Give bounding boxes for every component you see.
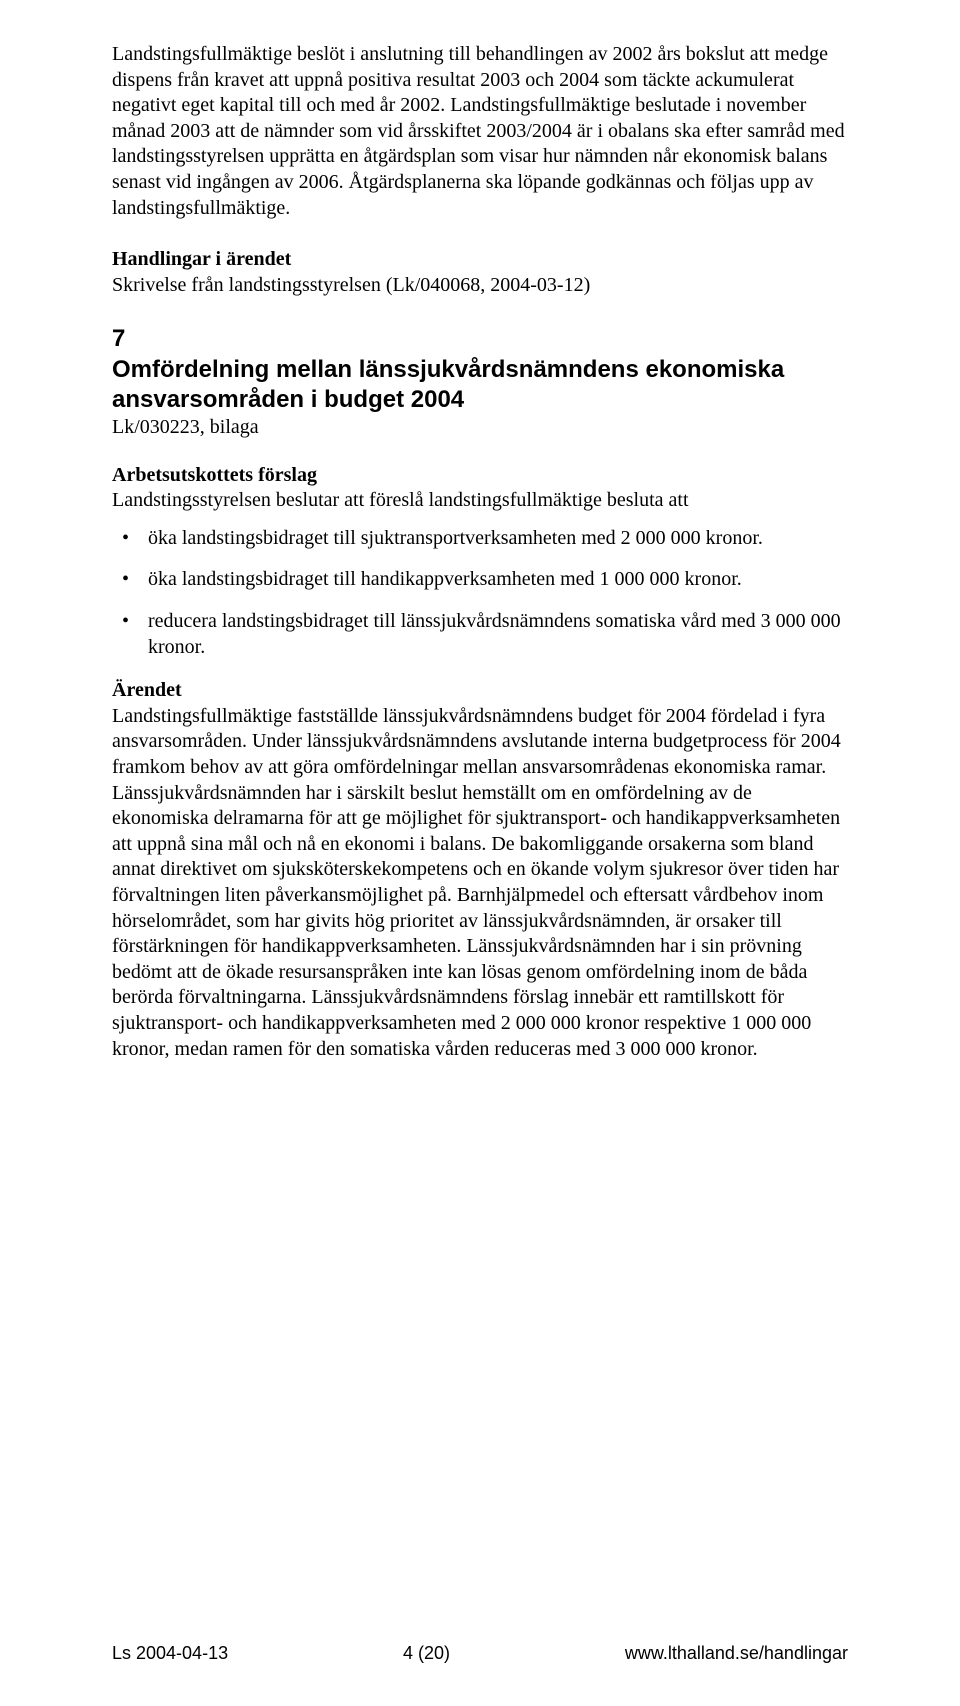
- list-item: reducera landstingsbidraget till länssju…: [112, 609, 848, 660]
- handlingar-block-1: Handlingar i ärendet Skrivelse från land…: [112, 247, 848, 298]
- footer-center: 4 (20): [403, 1643, 450, 1664]
- arendet-heading: Ärendet: [112, 678, 848, 704]
- arendet-body: Landstingsfullmäktige fastställde länssj…: [112, 704, 848, 1062]
- paragraph-intro: Landstingsfullmäktige beslöt i anslutnin…: [112, 42, 848, 221]
- bullet-list: öka landstingsbidraget till sjuktranspor…: [112, 526, 848, 660]
- handlingar-body: Skrivelse från landstingsstyrelsen (Lk/0…: [112, 273, 848, 299]
- au-body: Landstingsstyrelsen beslutar att föreslå…: [112, 488, 848, 514]
- footer-right: www.lthalland.se/handlingar: [625, 1643, 848, 1664]
- item-reference: Lk/030223, bilaga: [112, 415, 848, 441]
- handlingar-heading: Handlingar i ärendet: [112, 247, 848, 273]
- list-item: öka landstingsbidraget till sjuktranspor…: [112, 526, 848, 552]
- arendet-block: Ärendet Landstingsfullmäktige fastställd…: [112, 678, 848, 1062]
- item-number: 7: [112, 324, 848, 355]
- page-content: Landstingsfullmäktige beslöt i anslutnin…: [0, 0, 960, 1062]
- arbetsutskott-block: Arbetsutskottets förslag Landstingsstyre…: [112, 463, 848, 514]
- footer-left: Ls 2004-04-13: [112, 1643, 228, 1664]
- list-item: öka landstingsbidraget till handikappver…: [112, 567, 848, 593]
- agenda-item-7: 7 Omfördelning mellan länssjukvårdsnämnd…: [112, 324, 848, 440]
- au-heading: Arbetsutskottets förslag: [112, 463, 848, 489]
- item-title: Omfördelning mellan länssjukvårdsnämnden…: [112, 355, 848, 415]
- page-footer: Ls 2004-04-13 4 (20) www.lthalland.se/ha…: [0, 1643, 960, 1664]
